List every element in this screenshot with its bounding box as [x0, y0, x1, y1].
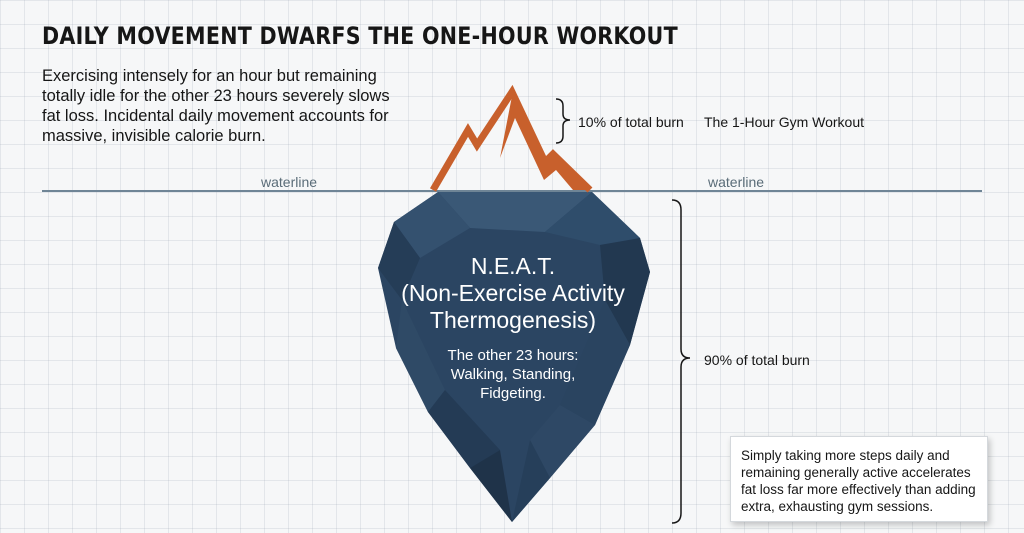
intro-line: Exercising intensely for an hour but rem… — [42, 67, 377, 85]
page-title: DAILY MOVEMENT DWARFS THE ONE-HOUR WORKO… — [42, 22, 678, 50]
neat-title-line: Thermogenesis) — [429, 307, 597, 333]
underwater-brace — [671, 199, 691, 524]
iceberg-underwater — [378, 192, 650, 522]
callout-line: Simply taking more steps daily and — [741, 448, 950, 463]
waterline-label-right: waterline — [708, 174, 765, 190]
tip-name-label: The 1-Hour Gym Workout — [704, 114, 865, 130]
intro-line: massive, invisible calorie burn. — [42, 127, 266, 145]
neat-sub-line: Walking, Standing, — [450, 366, 576, 383]
neat-subtitle: The other 23 hours: Walking, Standing, F… — [380, 346, 646, 403]
neat-sub-line: The other 23 hours: — [447, 347, 579, 364]
intro-paragraph: Exercising intensely for an hour but rem… — [42, 66, 422, 146]
neat-title-line: (Non-Exercise Activity — [401, 280, 625, 306]
intro-line: totally idle for the other 23 hours seve… — [42, 87, 390, 105]
neat-sub-line: Fidgeting. — [480, 385, 546, 402]
waterline-label-left: waterline — [261, 174, 318, 190]
iceberg-tip-peak — [500, 92, 590, 190]
underwater-share-label: 90% of total burn — [704, 352, 810, 368]
callout-line: remaining generally active accelerates — [741, 465, 971, 480]
tip-brace — [555, 98, 571, 144]
neat-title: N.E.A.T. (Non-Exercise Activity Thermoge… — [380, 253, 646, 334]
callout-line: fat loss far more effectively than addin… — [741, 482, 976, 497]
tip-share-label: 10% of total burn — [578, 114, 684, 130]
callout-box: Simply taking more steps daily and remai… — [730, 436, 988, 522]
intro-line: fat loss. Incidental daily movement acco… — [42, 107, 389, 125]
neat-title-line: N.E.A.T. — [470, 253, 556, 279]
callout-line: extra, exhausting gym sessions. — [741, 499, 934, 514]
